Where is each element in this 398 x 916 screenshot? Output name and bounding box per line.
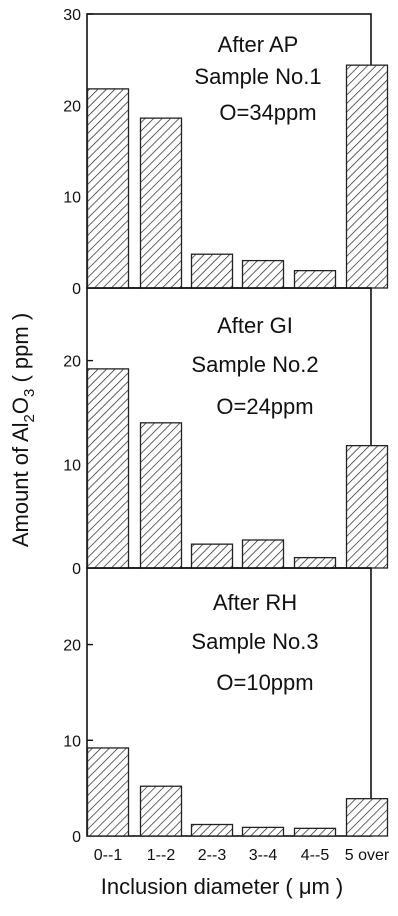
bar-2-3 (190, 543, 234, 569)
panel-annotation: O=34ppm (219, 100, 316, 125)
y-axis-label: Amount of Al2O3 ( ppm ) (8, 313, 38, 547)
y-tick-label: 0 (72, 561, 81, 578)
bar-0-1 (86, 368, 130, 569)
y-tick-label: 10 (63, 190, 81, 207)
panel-2: 0 10 20 After GI Sample No.2 O=24ppm (63, 287, 389, 578)
bar-4-5 (293, 827, 337, 837)
y-tick-label: 30 (63, 7, 81, 24)
x-tick-label: 3--4 (249, 847, 278, 864)
y-tick-label: 20 (63, 638, 81, 655)
panel-annotation: Sample No.3 (191, 629, 318, 654)
panel-1: 0 10 20 30 After AP Sample No.1 O=34ppm (63, 7, 389, 298)
panel-annotation: O=24ppm (216, 394, 313, 419)
panel-annotation: Sample No.1 (194, 64, 321, 89)
x-tick-label: 2--3 (198, 847, 227, 864)
panel-annotation: O=10ppm (216, 670, 313, 695)
y-label-mid: O (8, 397, 33, 414)
panel-annotation: After AP (218, 32, 299, 57)
x-tick-label: 5 over (345, 847, 390, 864)
bar-2-3 (190, 823, 234, 837)
bar-1-2 (139, 117, 183, 289)
bar-0-1 (86, 88, 130, 289)
panel-annotation: After GI (217, 313, 293, 338)
y-tick-label: 0 (72, 829, 81, 846)
bar-5-over (345, 64, 389, 289)
y-label-sub3: 3 (21, 389, 38, 397)
x-tick-label: 4--5 (301, 847, 330, 864)
y-tick-label: 20 (63, 354, 81, 371)
bar-3-4 (241, 539, 285, 569)
x-tick-label: 1--2 (147, 847, 176, 864)
x-axis-label: Inclusion diameter ( μm ) (101, 874, 344, 899)
bar-4-5 (293, 269, 337, 289)
x-tick-labels: 0--1 1--2 2--3 3--4 4--5 5 over (94, 847, 390, 864)
bar-4-5 (293, 556, 337, 569)
y-tick-label: 20 (63, 98, 81, 115)
bar-5-over (345, 798, 389, 837)
bar-1-2 (139, 785, 183, 837)
y-label-pre: Amount of Al (8, 422, 33, 547)
bar-0-1 (86, 747, 130, 837)
bar-3-4 (241, 826, 285, 837)
panel-annotation: After RH (213, 590, 297, 615)
y-tick-label: 10 (63, 457, 81, 474)
y-label-post: ( ppm ) (8, 313, 33, 389)
y-tick-label: 10 (63, 733, 81, 750)
bar-5-over (345, 444, 389, 569)
bar-3-4 (241, 259, 285, 289)
panel-annotation: Sample No.2 (191, 352, 318, 377)
panel-3: 0 10 20 After RH Sample No.3 O=10ppm (63, 567, 389, 846)
bar-2-3 (190, 253, 234, 289)
y-tick-label: 0 (72, 281, 81, 298)
x-tick-label: 0--1 (94, 847, 123, 864)
bar-1-2 (139, 422, 183, 569)
y-label-sub2: 2 (21, 414, 38, 422)
